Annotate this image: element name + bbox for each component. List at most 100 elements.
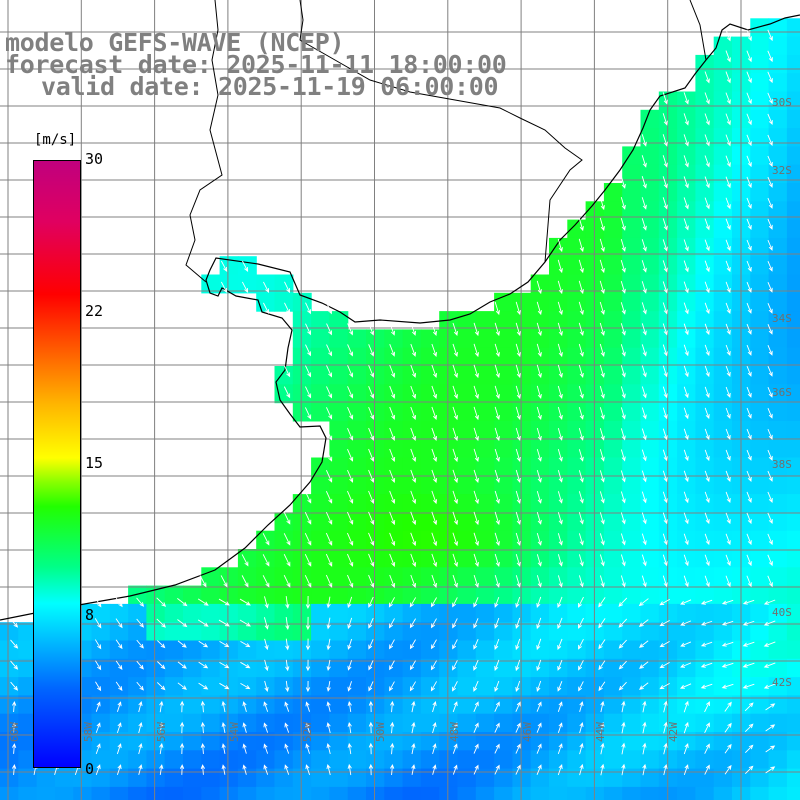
wind-arrow	[765, 766, 776, 774]
field-cell	[73, 786, 93, 800]
wind-arrow	[116, 743, 122, 755]
wind-arrow	[325, 511, 333, 525]
field-cell	[549, 366, 568, 385]
field-cell	[366, 750, 385, 770]
wind-arrow	[744, 723, 754, 733]
wind-arrow	[389, 639, 395, 650]
wind-arrow	[763, 599, 776, 605]
field-cell	[640, 164, 660, 184]
field-cell	[347, 494, 367, 513]
field-cell	[530, 549, 550, 568]
wind-arrow	[347, 553, 354, 567]
field-cell	[622, 237, 642, 257]
wind-arrow	[368, 427, 375, 441]
wind-arrow	[431, 511, 438, 526]
field-cell	[402, 750, 422, 770]
wind-arrow	[599, 470, 605, 483]
field-cell	[420, 585, 440, 605]
field-cell	[36, 768, 56, 788]
wind-arrow	[704, 92, 710, 105]
field-cell	[530, 311, 550, 330]
wind-arrow	[197, 619, 209, 627]
field-cell	[347, 512, 367, 532]
wind-arrow	[409, 597, 417, 608]
lat-label: 34S	[772, 312, 792, 325]
wind-arrow	[138, 764, 143, 775]
wind-arrow	[515, 680, 521, 693]
wind-arrow	[326, 386, 333, 399]
field-cell	[695, 54, 715, 74]
wind-arrow	[452, 743, 458, 754]
field-cell	[713, 384, 733, 404]
wind-arrow	[515, 743, 521, 754]
wind-arrow	[326, 659, 331, 672]
wind-arrow	[411, 700, 416, 713]
field-cell	[54, 768, 74, 788]
field-cell	[713, 786, 733, 800]
field-cell	[786, 439, 800, 459]
field-cell	[512, 439, 532, 459]
field-cell	[402, 713, 422, 733]
field-cell	[512, 713, 532, 733]
field-cell	[512, 622, 532, 642]
wind-arrow	[579, 763, 584, 776]
wind-arrow	[240, 661, 251, 669]
field-cell	[18, 750, 38, 770]
field-cell	[713, 237, 733, 257]
wind-arrow	[157, 661, 166, 670]
lat-label: 30S	[772, 96, 792, 109]
lat-label: 38S	[772, 458, 792, 471]
wind-arrow	[620, 533, 626, 546]
field-cell	[128, 677, 147, 696]
field-cell	[567, 585, 587, 605]
field-cell	[549, 311, 568, 330]
field-cell	[695, 237, 715, 257]
wind-arrow	[452, 722, 458, 733]
wind-arrow	[683, 197, 689, 210]
wind-arrow	[767, 575, 773, 588]
field-cell	[420, 677, 440, 696]
wind-arrow	[347, 532, 354, 546]
field-cell	[439, 329, 459, 349]
wind-arrow	[389, 574, 396, 588]
wind-arrow	[285, 616, 290, 630]
wind-arrow	[116, 722, 122, 734]
wind-arrow	[452, 322, 458, 337]
field-cell	[786, 128, 800, 147]
wind-arrow	[621, 721, 626, 734]
wind-arrow	[683, 428, 689, 441]
border-line	[689, 0, 707, 61]
field-cell	[549, 786, 568, 800]
field-cell	[750, 475, 770, 495]
wind-arrow	[579, 722, 584, 734]
wind-arrow	[179, 764, 185, 775]
wind-arrow	[662, 155, 668, 168]
field-cell	[695, 603, 715, 623]
field-cell	[164, 585, 184, 605]
field-cell	[786, 274, 800, 294]
field-cell	[768, 603, 788, 623]
wind-arrow	[641, 260, 647, 273]
field-cell	[640, 109, 660, 129]
field-cell	[585, 201, 605, 221]
field-cell	[695, 457, 715, 477]
wind-arrow	[662, 218, 668, 231]
wind-arrow	[473, 385, 479, 400]
wind-arrow	[642, 763, 647, 776]
field-cell	[695, 713, 715, 733]
field-cell	[713, 475, 733, 495]
field-cell	[402, 567, 422, 587]
wind-arrow	[662, 428, 668, 441]
wind-arrow	[389, 364, 396, 378]
field-cell	[128, 713, 147, 733]
wind-arrow	[683, 470, 689, 483]
wind-arrow	[240, 682, 251, 690]
wind-arrow	[515, 532, 521, 546]
wind-arrow	[536, 764, 542, 775]
wind-arrow	[473, 322, 479, 337]
wind-arrow	[680, 662, 692, 668]
field-cell	[109, 786, 129, 800]
field-cell	[658, 384, 678, 404]
wind-arrow	[641, 449, 647, 462]
field-cell	[677, 585, 696, 605]
